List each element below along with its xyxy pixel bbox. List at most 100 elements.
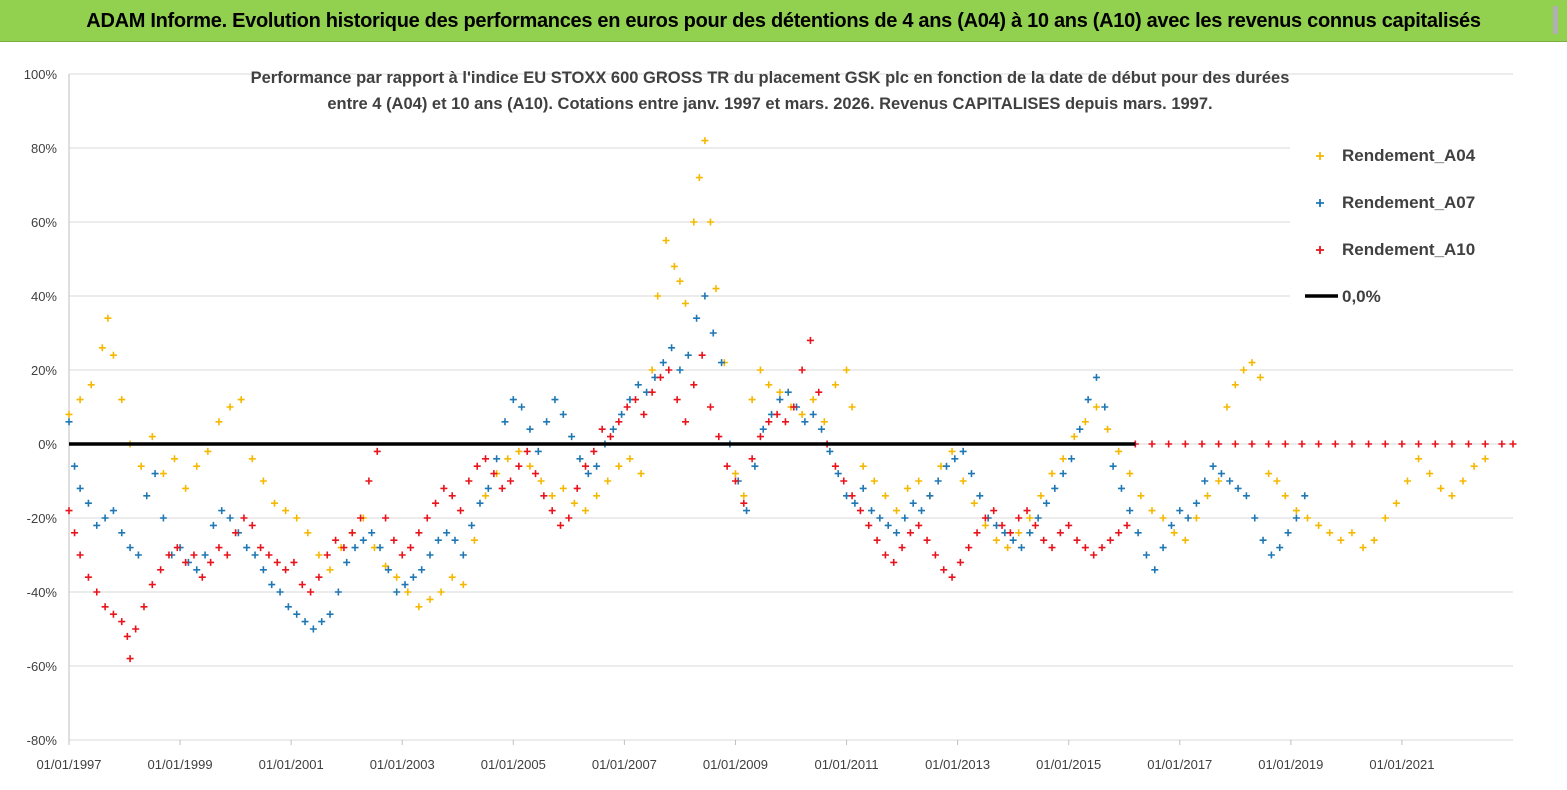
point-rendement-a10 xyxy=(765,418,773,426)
point-rendement-a07 xyxy=(243,544,251,552)
point-rendement-a07 xyxy=(534,447,542,455)
point-rendement-a07 xyxy=(71,462,79,470)
point-rendement-a04 xyxy=(171,455,179,463)
point-rendement-a04 xyxy=(65,410,73,418)
point-rendement-a10 xyxy=(398,551,406,559)
point-rendement-a07 xyxy=(943,462,951,470)
point-rendement-a10 xyxy=(706,403,714,411)
point-rendement-a10 xyxy=(1081,544,1089,552)
point-rendement-a04 xyxy=(1240,366,1248,374)
point-rendement-a07 xyxy=(1242,492,1250,500)
point-rendement-a07 xyxy=(484,484,492,492)
point-rendement-a07 xyxy=(76,484,84,492)
point-rendement-a10 xyxy=(432,499,440,507)
point-rendement-a10 xyxy=(948,573,956,581)
point-rendement-a10 xyxy=(1106,536,1114,544)
point-rendement-a10 xyxy=(790,403,798,411)
point-rendement-a07 xyxy=(1217,470,1225,478)
point-rendement-a04 xyxy=(1359,544,1367,552)
point-rendement-a07 xyxy=(826,447,834,455)
point-rendement-a04 xyxy=(765,381,773,389)
point-rendement-a04 xyxy=(548,492,556,500)
point-rendement-a10 xyxy=(548,507,556,515)
point-rendement-a04 xyxy=(1223,403,1231,411)
point-rendement-a10 xyxy=(118,618,126,626)
point-rendement-a04 xyxy=(415,603,423,611)
point-rendement-a10 xyxy=(890,558,898,566)
point-rendement-a10 xyxy=(965,544,973,552)
point-rendement-a07 xyxy=(668,344,676,352)
point-rendement-a04 xyxy=(270,499,278,507)
point-rendement-a04 xyxy=(404,588,412,596)
point-rendement-a10 xyxy=(590,447,598,455)
point-rendement-a10 xyxy=(873,536,881,544)
point-rendement-a10 xyxy=(673,396,681,404)
x-tick-label: 01/01/2007 xyxy=(592,757,657,772)
point-rendement-a10 xyxy=(498,484,506,492)
point-rendement-a04 xyxy=(681,299,689,307)
y-tick-label: 20% xyxy=(31,363,57,378)
y-axis-ticks: 100% 80% 60% 40% 20% 0% -20% -40% -60% -80% xyxy=(24,67,58,748)
y-tick-label: 80% xyxy=(31,141,57,156)
point-rendement-a10 xyxy=(365,477,373,485)
point-rendement-a10 xyxy=(532,470,540,478)
legend-marker xyxy=(1316,246,1324,254)
point-rendement-a07 xyxy=(576,455,584,463)
point-rendement-a04 xyxy=(470,536,478,544)
point-rendement-a10 xyxy=(1315,440,1323,448)
point-rendement-a10 xyxy=(898,544,906,552)
point-rendement-a04 xyxy=(104,314,112,322)
point-rendement-a10 xyxy=(173,544,181,552)
point-rendement-a07 xyxy=(859,484,867,492)
point-rendement-a07 xyxy=(459,551,467,559)
point-rendement-a10 xyxy=(76,551,84,559)
point-rendement-a04 xyxy=(1148,507,1156,515)
point-rendement-a10 xyxy=(323,551,331,559)
point-rendement-a04 xyxy=(670,262,678,270)
point-rendement-a10 xyxy=(215,544,223,552)
point-rendement-a07 xyxy=(134,551,142,559)
point-rendement-a04 xyxy=(1248,359,1256,367)
point-rendement-a10 xyxy=(182,558,190,566)
point-rendement-a04 xyxy=(1192,514,1200,522)
legend-marker xyxy=(1316,199,1324,207)
point-rendement-a04 xyxy=(662,237,670,244)
point-rendement-a10 xyxy=(1148,440,1156,448)
point-rendement-a04 xyxy=(204,447,212,455)
point-rendement-a10 xyxy=(1448,440,1456,448)
point-rendement-a10 xyxy=(157,566,165,574)
point-rendement-a04 xyxy=(1126,470,1134,478)
point-rendement-a07 xyxy=(126,544,134,552)
point-rendement-a10 xyxy=(148,581,156,589)
point-rendement-a04 xyxy=(637,470,645,478)
point-rendement-a10 xyxy=(815,388,823,396)
point-rendement-a07 xyxy=(618,410,626,418)
point-rendement-a07 xyxy=(1226,477,1234,485)
point-rendement-a07 xyxy=(568,433,576,441)
point-rendement-a10 xyxy=(915,521,923,529)
point-rendement-a04 xyxy=(1459,477,1467,485)
point-rendement-a10 xyxy=(1231,440,1239,448)
x-tick-label: 01/01/1999 xyxy=(148,757,213,772)
point-rendement-a10 xyxy=(881,551,889,559)
point-rendement-a10 xyxy=(1331,440,1339,448)
x-tick-label: 01/01/2001 xyxy=(259,757,324,772)
title-banner: ADAM Informe. Evolution historique des p… xyxy=(0,0,1567,42)
point-rendement-a04 xyxy=(1265,470,1273,478)
point-rendement-a07 xyxy=(1167,521,1175,529)
point-rendement-a07 xyxy=(559,410,567,418)
point-rendement-a07 xyxy=(784,388,792,396)
point-rendement-a04 xyxy=(537,477,545,485)
point-rendement-a07 xyxy=(1267,551,1275,559)
point-rendement-a10 xyxy=(582,462,590,470)
point-rendement-a10 xyxy=(1006,529,1014,537)
point-rendement-a04 xyxy=(1470,462,1478,470)
point-rendement-a10 xyxy=(207,558,215,566)
point-rendement-a07 xyxy=(901,514,909,522)
point-rendement-a04 xyxy=(98,344,106,352)
point-rendement-a10 xyxy=(1281,440,1289,448)
point-rendement-a07 xyxy=(868,507,876,515)
point-rendement-a07 xyxy=(1076,425,1084,433)
point-rendement-a07 xyxy=(268,581,276,589)
point-rendement-a07 xyxy=(1259,536,1267,544)
